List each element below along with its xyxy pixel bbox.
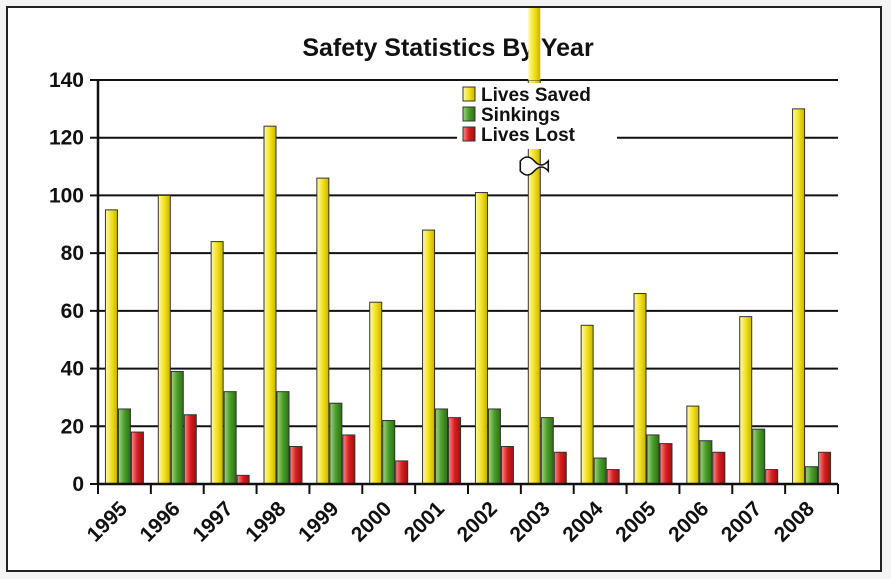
bar-lives-lost-2003 [553, 451, 567, 485]
legend-background [457, 83, 617, 149]
bar-lives-lost-2008 [818, 451, 832, 485]
y-tick-label: 20 [61, 415, 84, 438]
bar-lives-lost-1998 [289, 445, 303, 485]
x-tick-label: 2005 [611, 497, 661, 547]
bar-sinkings-2001 [435, 408, 449, 485]
x-tick-label: 2007 [717, 497, 766, 546]
legend-label: Lives Lost [481, 125, 576, 146]
x-tick-label: 1999 [294, 497, 343, 546]
bar-sinkings-2006 [699, 440, 713, 485]
legend-label: Sinkings [481, 105, 560, 126]
bar-lives-saved-2005 [633, 293, 647, 485]
bar-lives-saved-2002 [474, 192, 488, 485]
legend-swatch-lives-lost [462, 126, 476, 142]
x-tick-label: 1997 [188, 497, 237, 546]
bar-lives-lost-1996 [183, 414, 197, 485]
bar-lives-saved-2008 [792, 108, 806, 485]
bar-sinkings-2002 [487, 408, 501, 485]
x-tick-label: 2004 [558, 497, 608, 547]
x-tick-label: 2003 [506, 497, 555, 546]
bar-lives-lost-2006 [712, 451, 726, 485]
bar-sinkings-1996 [170, 370, 184, 485]
bar-sinkings-2005 [646, 434, 660, 485]
y-tick-label: 120 [49, 127, 84, 150]
bar-lives-saved-1998 [263, 125, 277, 485]
bar-lives-saved-2004 [580, 324, 594, 485]
x-tick-label: 1996 [136, 497, 185, 546]
x-tick-label: 1995 [83, 497, 133, 547]
bar-lives-saved-1996 [157, 194, 171, 485]
y-tick-label: 40 [61, 358, 84, 381]
bar-sinkings-1997 [223, 391, 237, 485]
bar-lives-saved-2006 [686, 405, 700, 485]
bar-lives-lost-2004 [606, 469, 620, 485]
bar-lives-lost-2002 [500, 445, 514, 485]
bar-lives-saved-2003-overflow [528, 8, 541, 80]
bar-lives-saved-1997 [210, 241, 224, 485]
bar-lives-lost-2007 [765, 469, 779, 485]
bar-lives-lost-1999 [342, 434, 356, 485]
bar-sinkings-2007 [752, 428, 766, 485]
bar-lives-lost-2005 [659, 443, 673, 485]
bar-lives-saved-1999 [316, 177, 330, 485]
bar-sinkings-1995 [117, 408, 131, 485]
bar-lives-saved-2000 [369, 301, 383, 485]
bar-sinkings-2004 [593, 457, 607, 485]
bar-sinkings-2003 [540, 417, 554, 485]
x-tick-label: 2002 [453, 497, 502, 546]
y-tick-label: 60 [61, 300, 84, 323]
bar-sinkings-1998 [276, 391, 290, 485]
chart-title: Safety Statistics By Year [302, 34, 594, 62]
bar-lives-lost-1997 [236, 474, 250, 485]
y-tick-label: 100 [49, 184, 84, 207]
bar-lives-lost-1995 [130, 431, 144, 485]
y-tick-label: 80 [61, 242, 84, 265]
y-tick-label: 0 [72, 473, 84, 496]
bar-lives-lost-2000 [395, 460, 409, 485]
bar-sinkings-2000 [382, 420, 396, 485]
legend-swatch-sinkings [462, 106, 476, 122]
legend-label: Lives Saved [481, 85, 591, 106]
bar-sinkings-1999 [329, 402, 343, 485]
bar-lives-saved-2007 [739, 316, 753, 485]
x-tick-label: 2001 [400, 497, 450, 547]
bar-lives-lost-2001 [448, 417, 462, 485]
bar-lives-saved-1995 [104, 209, 118, 485]
x-tick-label: 2006 [664, 497, 713, 546]
y-axis-ticks: 0 20 40 60 80 100 120 140 [49, 69, 98, 496]
x-tick-label: 2000 [347, 497, 396, 546]
bar-sinkings-2008 [805, 466, 819, 485]
axis-break-symbol [519, 156, 550, 176]
x-axis-ticks: 1995 1996 1997 1998 1999 2000 2001 2002 2003 2004… [83, 484, 839, 547]
bar-lives-saved-2001 [422, 229, 436, 485]
annotations [519, 8, 550, 176]
x-tick-label: 2008 [770, 497, 820, 547]
x-tick-label: 1998 [241, 497, 291, 547]
legend-swatch-lives-saved [462, 86, 476, 102]
y-tick-label: 140 [49, 69, 84, 92]
